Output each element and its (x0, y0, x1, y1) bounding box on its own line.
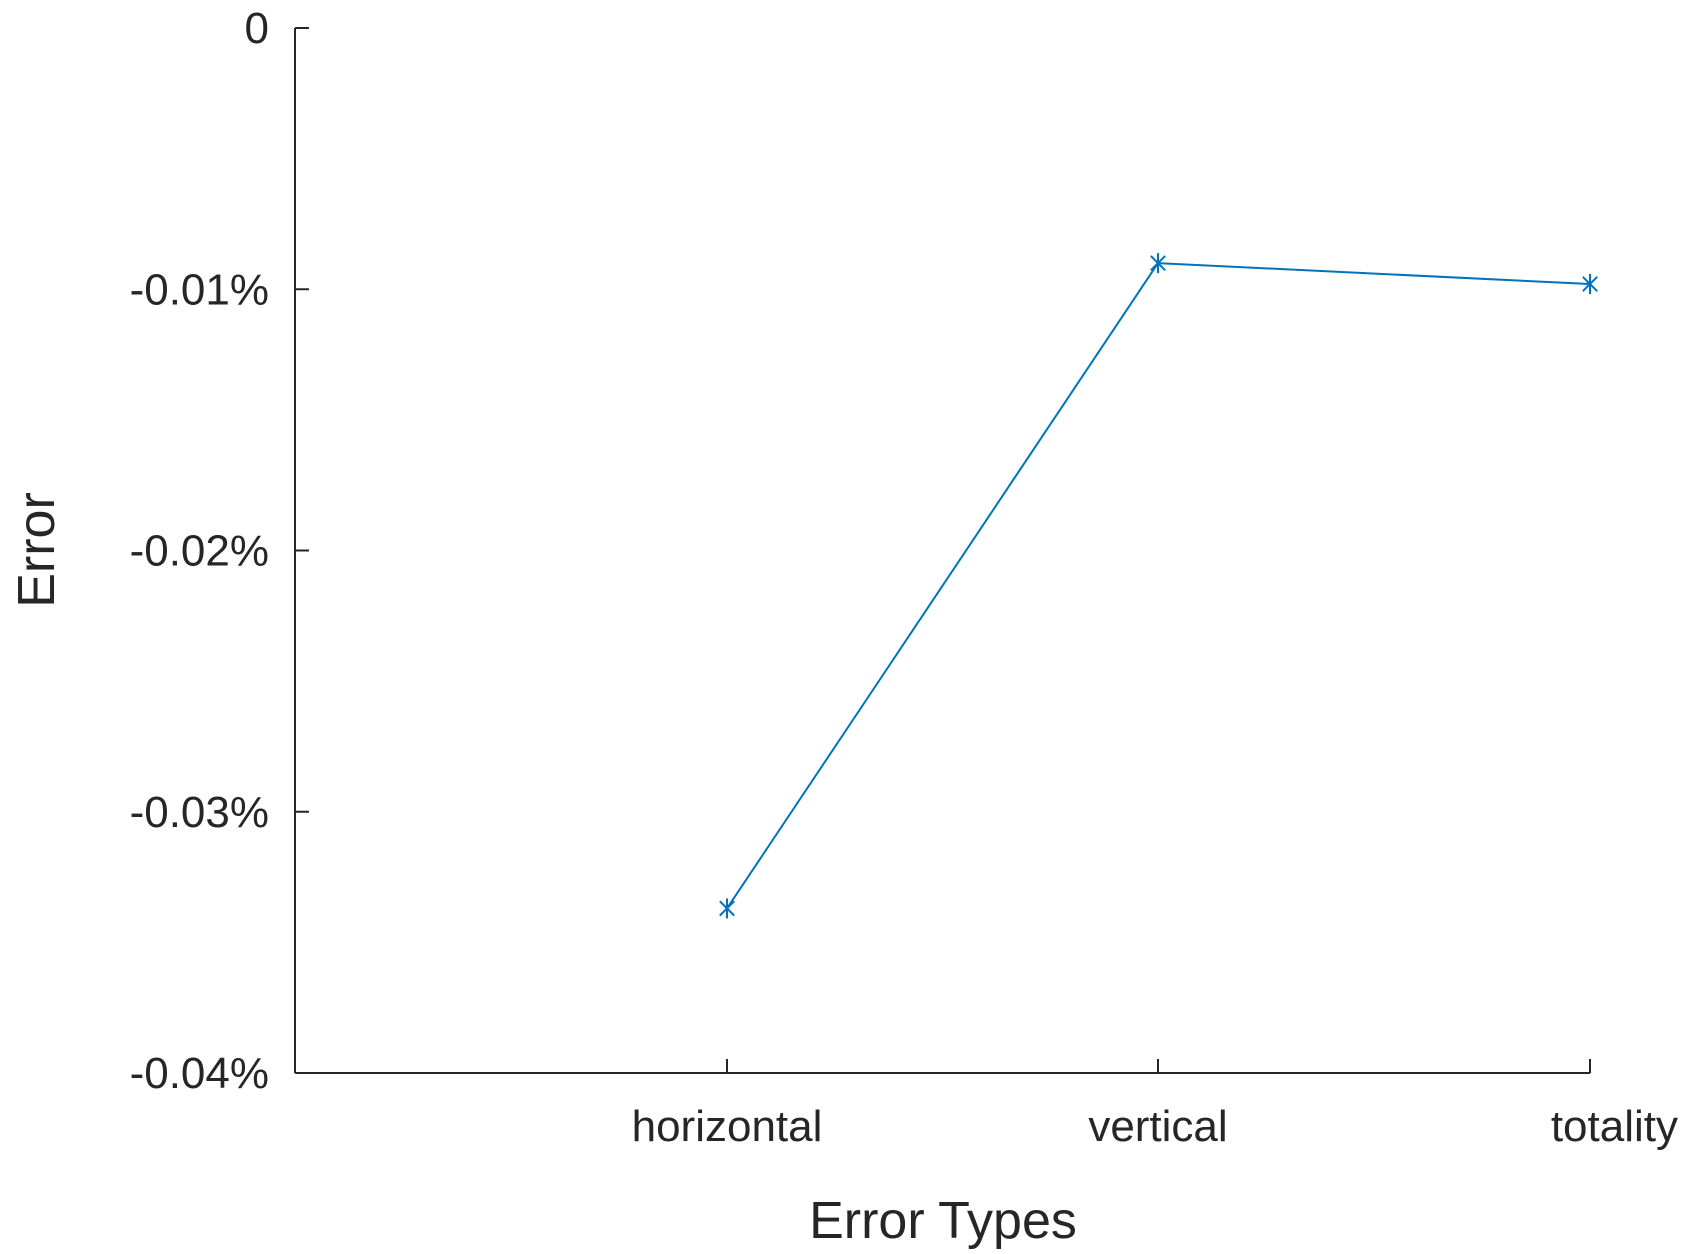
y-tick-label: -0.02% (130, 527, 269, 576)
data-point (1150, 253, 1166, 274)
y-tick-label: -0.03% (130, 788, 269, 837)
series-line (726, 262, 1591, 909)
x-axis-title: Error Types (809, 1192, 1077, 1250)
y-tick-label: -0.01% (130, 265, 269, 314)
x-axis-ticks: horizontal vertical totality (632, 1059, 1678, 1151)
y-tick-label: -0.04% (130, 1049, 269, 1098)
y-axis-title: Error (8, 492, 66, 608)
y-axis-ticks: 0 -0.01% -0.02% -0.03% -0.04% (130, 4, 309, 1098)
data-point (719, 898, 735, 919)
data-point (1582, 274, 1598, 295)
y-tick-label: 0 (245, 4, 269, 53)
x-tick-label: horizontal (632, 1102, 823, 1151)
x-tick-label: totality (1551, 1102, 1678, 1151)
series-group (719, 253, 1598, 919)
x-tick-label: vertical (1088, 1102, 1227, 1151)
